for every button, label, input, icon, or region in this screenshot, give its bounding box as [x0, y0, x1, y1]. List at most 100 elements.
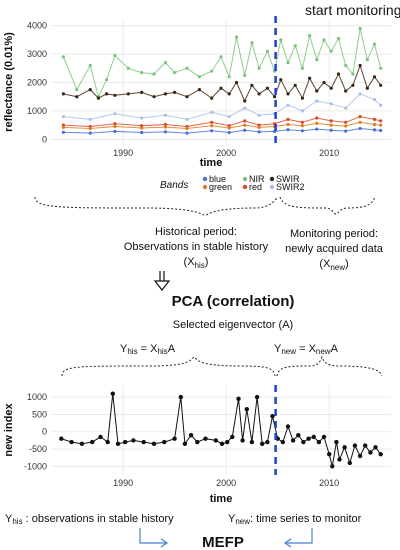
c1-point-nir [227, 75, 231, 79]
c1-point-blue [227, 130, 231, 135]
c1-point-swir [227, 92, 231, 96]
c1-point-nir [113, 53, 117, 58]
c1-point-blue [113, 129, 117, 133]
c1-point-swir [329, 86, 333, 90]
c1-point-nir [210, 69, 214, 73]
c1-point-swir [61, 92, 65, 96]
c1-point-swir2 [88, 117, 92, 121]
c1-point-swir [300, 96, 304, 100]
c2-point-index [280, 439, 285, 445]
c1-point-swir [234, 80, 239, 85]
monitoring-symbol: (Xnew) [319, 258, 348, 272]
equation-his: Yhis = XhisA [120, 343, 176, 356]
c1-point-swir [96, 96, 100, 100]
pca-title: PCA (correlation) [172, 293, 295, 310]
c1-point-red [257, 123, 261, 127]
c1-y-tick-label: 1000 [27, 106, 47, 116]
c1-point-nir [308, 34, 312, 38]
c1-point-nir [315, 58, 319, 62]
c2-point-index [337, 457, 342, 462]
c2-point-index [265, 439, 270, 445]
c1-point-nir [140, 71, 144, 75]
c2-point-index [98, 434, 103, 440]
c1-point-green [61, 125, 65, 129]
c1-point-nir [250, 41, 254, 45]
c1-point-green [379, 123, 383, 127]
c2-point-index [69, 439, 74, 445]
c1-point-green [163, 125, 167, 129]
c1-point-swir [344, 89, 348, 93]
c2-y-tick-label: -1000 [24, 461, 47, 471]
legend-swatch-nir [242, 176, 248, 182]
c1-point-swir [315, 89, 319, 93]
c1-point-swir2 [329, 102, 333, 106]
legend-swatch-red [242, 184, 248, 190]
equation-new: Ynew = XnewA [274, 343, 339, 356]
c1-point-swir [279, 78, 283, 82]
start-monitoring-label: start monitoring [305, 2, 400, 18]
legend-label-blue: blue [209, 174, 226, 184]
c2-point-index [334, 439, 339, 445]
chart1-y-axis-title: reflectance (0.01%) [3, 32, 15, 132]
c1-point-swir2 [315, 99, 319, 103]
c2-point-index [219, 441, 225, 446]
c1-y-tick-label: 0 [42, 134, 47, 144]
c1-point-red [210, 120, 214, 124]
c2-point-index [240, 438, 245, 443]
legend-swatch-swir [269, 176, 275, 182]
c1-point-red [379, 119, 383, 123]
c1-point-blue [163, 130, 167, 134]
c1-point-red [227, 124, 231, 128]
c1-point-swir [173, 90, 177, 94]
c2-point-index [296, 433, 301, 438]
c2-point-index [236, 396, 241, 401]
c1-point-swir2 [210, 110, 214, 114]
c1-point-nir [379, 66, 383, 70]
c1-point-nir [329, 49, 333, 53]
c1-point-swir [113, 93, 117, 97]
c2-point-index [373, 445, 378, 450]
c1-point-swir2 [163, 113, 167, 117]
c1-point-nir [344, 63, 348, 68]
c1-point-swir [140, 90, 144, 94]
c1-point-red [113, 122, 117, 126]
c1-point-swir2 [286, 103, 290, 107]
c1-point-red [344, 120, 348, 124]
c1-point-green [210, 124, 214, 128]
chart2-panel [51, 385, 391, 475]
mefp-label: MEFP [202, 534, 244, 550]
c1-y-tick-label: 2000 [27, 78, 47, 88]
c2-point-index [270, 414, 275, 419]
c2-point-index [203, 436, 208, 441]
legend-label-green: green [209, 182, 232, 192]
c2-point-index [342, 445, 347, 450]
historical-period-subtitle: Observations in stable history [124, 241, 269, 253]
c1-point-swir [197, 88, 201, 92]
legend-label-nir: NIR [249, 174, 265, 184]
c1-point-swir [75, 95, 79, 99]
c2-x-tick-label: 2010 [319, 478, 339, 488]
c1-point-nir [185, 66, 189, 70]
c1-point-swir [210, 96, 214, 100]
c1-point-swir [372, 75, 377, 79]
c2-y-tick-label: 0 [42, 427, 47, 437]
c1-point-blue [358, 126, 362, 131]
c2-point-index [90, 439, 95, 445]
c1-point-swir [88, 88, 92, 92]
c1-point-red [286, 117, 290, 121]
c1-point-green [140, 126, 144, 130]
c1-point-nir [279, 38, 283, 42]
chart2-grid [51, 385, 391, 475]
c1-point-swir2 [372, 97, 377, 102]
c1-point-nir [88, 63, 92, 68]
c2-point-index [141, 439, 146, 445]
legend-swatch-blue [202, 176, 208, 182]
c2-y-tick-label: -500 [29, 444, 47, 454]
c1-point-red [329, 119, 333, 123]
c2-point-index [316, 439, 322, 445]
c1-point-blue [210, 129, 214, 133]
c2-point-index [59, 436, 64, 441]
c1-point-swir2 [344, 106, 348, 110]
c1-point-blue [329, 128, 333, 132]
